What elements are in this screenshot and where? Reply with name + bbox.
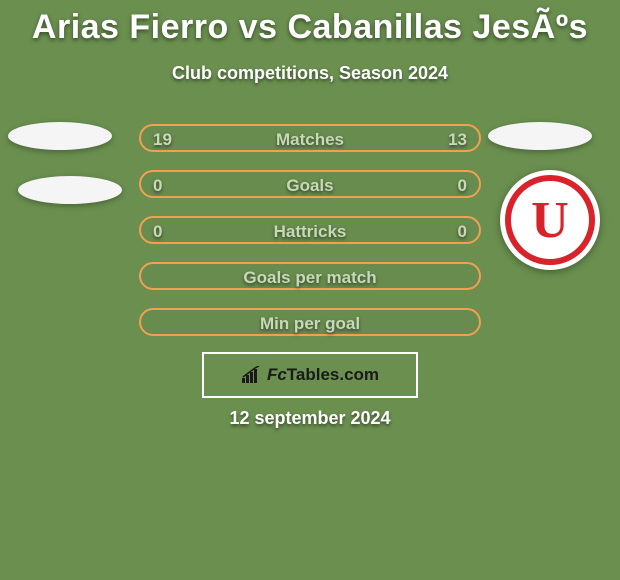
- stat-value-left: 19: [153, 130, 172, 150]
- bar-chart-icon: [241, 366, 263, 384]
- brand-text-prefix: Fc: [267, 365, 287, 385]
- stat-row: Min per goal: [139, 308, 481, 336]
- comparison-title: Arias Fierro vs Cabanillas JesÃºs: [0, 0, 620, 47]
- stat-row: Hattricks0 0: [139, 216, 481, 244]
- stat-value-left: 0: [153, 176, 162, 196]
- brand-logo: FcTables.com: [241, 365, 379, 385]
- stat-label: Goals: [141, 176, 479, 196]
- stat-row: Goals0 0: [139, 170, 481, 198]
- stat-value-left: 0: [153, 222, 162, 242]
- stat-value-right: 0: [458, 222, 467, 242]
- stat-label: Min per goal: [141, 314, 479, 334]
- stats-table: Matches1913Goals00Hattricks00Goals per m…: [0, 124, 620, 336]
- stat-value-right: 0: [458, 176, 467, 196]
- stat-value-right: 13: [448, 130, 467, 150]
- snapshot-date: 12 september 2024: [0, 408, 620, 429]
- stat-label: Matches: [141, 130, 479, 150]
- stat-row: Matches19 13: [139, 124, 481, 152]
- brand-footer-box: FcTables.com: [202, 352, 418, 398]
- stat-label: Hattricks: [141, 222, 479, 242]
- stat-row: Goals per match: [139, 262, 481, 290]
- stat-label: Goals per match: [141, 268, 479, 288]
- comparison-subtitle: Club competitions, Season 2024: [0, 63, 620, 84]
- brand-text-suffix: Tables.com: [287, 365, 379, 385]
